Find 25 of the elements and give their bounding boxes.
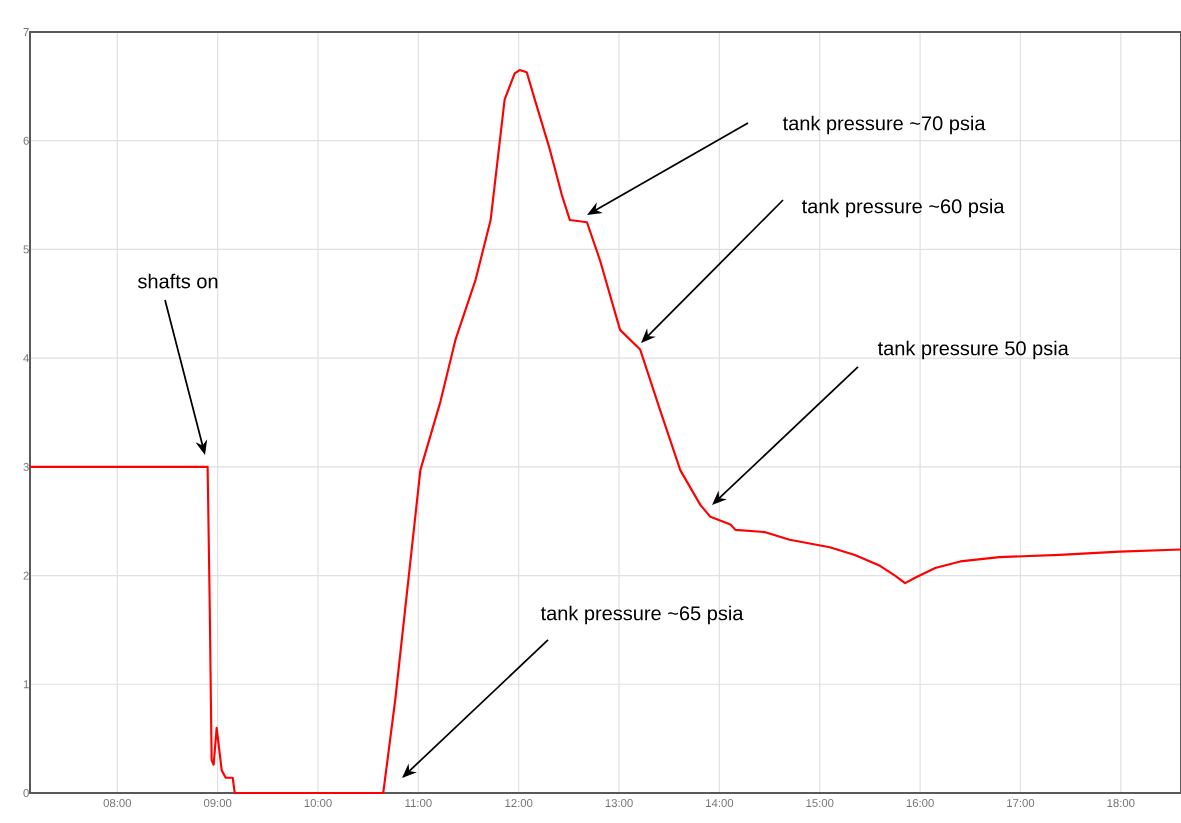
y-tick-label: 2	[23, 571, 29, 580]
x-tick-label: 10:00	[304, 799, 332, 808]
line-series	[28, 68, 1181, 795]
x-tick-label: 08:00	[103, 799, 132, 808]
annotation: tank pressure 50 psia	[877, 340, 1069, 360]
x-tick-label: 17:00	[1007, 799, 1035, 808]
y-tick-label: 7	[23, 28, 29, 36]
x-tick-label: 18:00	[1107, 799, 1135, 808]
y-tick-label: 6	[23, 136, 29, 145]
y-tick-label: 1	[23, 680, 29, 689]
x-tick-label: 14:00	[706, 799, 734, 808]
x-tick-label: 12:00	[505, 799, 533, 808]
x-tick-label: 09:00	[203, 799, 232, 808]
y-tick-label: 0	[23, 788, 29, 797]
annotation: tank pressure ~65 psia	[540, 605, 744, 625]
x-tick-label: 16:00	[906, 799, 934, 808]
annotation: tank pressure ~70 psia	[782, 115, 986, 135]
annotation: shafts on	[137, 273, 218, 289]
y-tick-label: 4	[23, 354, 29, 363]
annotation: tank pressure ~60 psia	[801, 198, 1005, 218]
x-tick-label: 13:00	[605, 799, 633, 808]
y-tick-label: 3	[23, 462, 29, 471]
x-tick-label: 15:00	[806, 799, 834, 808]
x-tick-label: 11:00	[405, 799, 432, 808]
y-tick-label: 5	[23, 245, 29, 254]
